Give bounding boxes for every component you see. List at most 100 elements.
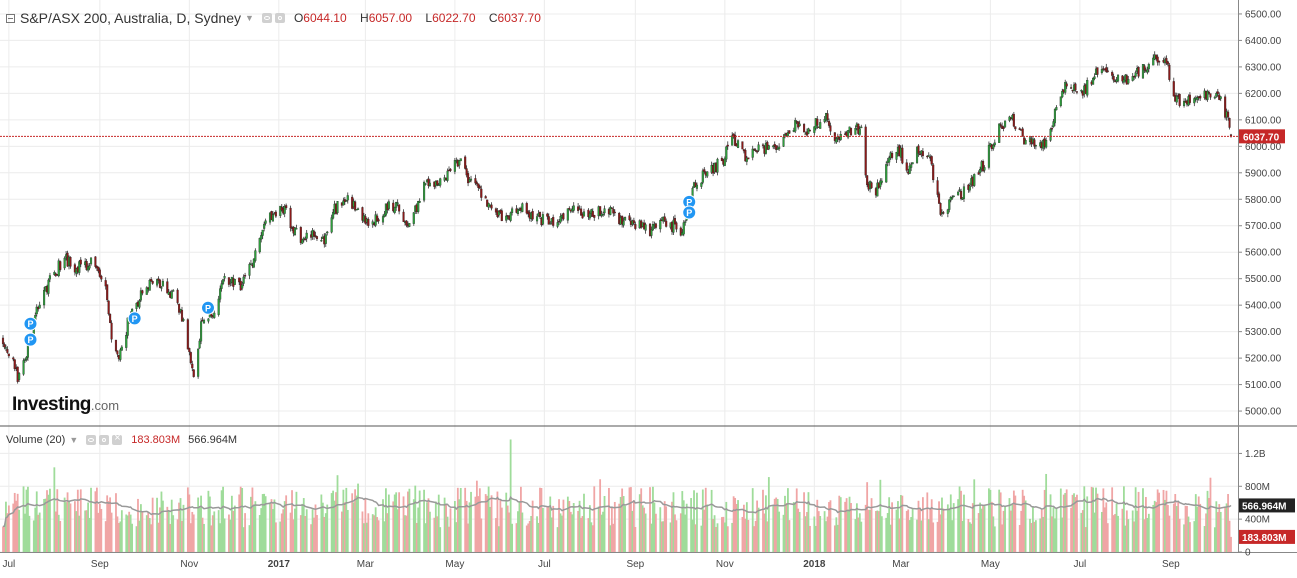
volume-bar xyxy=(233,505,236,552)
candle-down xyxy=(477,183,480,188)
candle-down xyxy=(930,156,933,165)
candle-down xyxy=(304,238,307,241)
volume-bar xyxy=(1106,523,1109,552)
volume-bar xyxy=(487,486,490,552)
volume-bar xyxy=(1014,495,1017,552)
volume-bar xyxy=(449,508,452,552)
event-marker[interactable]: P xyxy=(23,316,38,331)
volume-bar xyxy=(662,521,665,552)
volume-bar xyxy=(833,525,836,552)
volume-bar xyxy=(970,523,973,552)
volume-bar xyxy=(630,487,632,552)
volume-bar xyxy=(1152,504,1155,552)
time-tick-label: Nov xyxy=(180,559,198,570)
event-marker[interactable]: P xyxy=(682,205,697,220)
price-tick-label: 5700.00 xyxy=(1245,221,1282,232)
volume-bar xyxy=(1175,506,1178,552)
volume-bar xyxy=(402,496,405,552)
candle-up xyxy=(252,258,255,268)
close-icon[interactable] xyxy=(112,432,123,445)
candle-up xyxy=(223,276,226,279)
volume-bar xyxy=(148,518,151,552)
candle-down xyxy=(977,172,980,175)
candle-up xyxy=(408,223,411,227)
volume-bar xyxy=(170,499,173,552)
candle-down xyxy=(591,211,594,217)
volume-bar xyxy=(365,522,368,552)
volume-bar xyxy=(1049,494,1052,552)
volume-bar xyxy=(1208,497,1210,552)
volume-bar xyxy=(1115,503,1118,552)
volume-bar xyxy=(898,518,901,552)
volume-bar xyxy=(76,489,79,552)
volume-bar xyxy=(1095,487,1097,552)
chevron-down-icon[interactable]: ▼ xyxy=(245,13,254,23)
volume-bar xyxy=(285,495,288,552)
volume-bar xyxy=(258,515,261,552)
volume-bar xyxy=(1103,507,1106,552)
candle-up xyxy=(263,223,266,229)
volume-bar xyxy=(971,503,974,552)
volume-bar xyxy=(1071,494,1074,552)
volume-bar xyxy=(776,498,779,552)
volume-bar xyxy=(1216,512,1219,552)
volume-bar xyxy=(920,520,923,552)
volume-bar xyxy=(823,511,826,552)
volume-bar xyxy=(385,488,387,552)
candle-down xyxy=(188,348,191,353)
high-value: 6057.00 xyxy=(368,11,413,25)
gear-icon[interactable] xyxy=(274,13,285,23)
volume-bar xyxy=(239,486,242,552)
event-marker[interactable]: P xyxy=(23,332,38,347)
volume-bar xyxy=(527,523,530,552)
time-tick-label: May xyxy=(445,559,464,570)
event-marker[interactable]: P xyxy=(682,194,697,209)
volume-bar xyxy=(762,489,764,552)
volume-bar xyxy=(254,501,257,552)
volume-bar xyxy=(826,516,829,552)
volume-bar xyxy=(1183,524,1185,552)
chevron-down-icon[interactable]: ▼ xyxy=(69,435,79,445)
volume-bar xyxy=(732,496,735,552)
volume-bar xyxy=(517,511,519,552)
volume-bar xyxy=(59,520,62,552)
candle-up xyxy=(535,216,539,222)
volume-bar xyxy=(546,507,549,552)
volume-bar xyxy=(280,513,283,552)
event-marker[interactable]: P xyxy=(127,311,142,326)
volume-bar xyxy=(1024,500,1027,552)
volume-bar xyxy=(314,504,317,552)
candle-up xyxy=(835,138,838,143)
eye-icon[interactable] xyxy=(261,13,272,23)
candle-down xyxy=(464,156,467,169)
candle-up xyxy=(1127,79,1130,84)
volume-bar xyxy=(345,487,348,552)
eye-icon[interactable] xyxy=(86,435,97,445)
volume-bar xyxy=(63,497,66,552)
volume-bar xyxy=(294,508,296,552)
volume-bar xyxy=(857,517,860,552)
volume-bar xyxy=(583,493,585,552)
volume-bar xyxy=(921,497,924,552)
volume-bar xyxy=(426,502,428,552)
candle-down xyxy=(274,211,277,217)
volume-bar xyxy=(713,515,716,552)
event-marker[interactable]: P xyxy=(200,300,215,315)
volume-bar xyxy=(100,508,103,552)
volume-bar xyxy=(189,523,192,552)
volume-bar xyxy=(569,511,572,552)
candle-up xyxy=(25,356,28,360)
volume-bar xyxy=(1086,496,1089,552)
gear-icon[interactable] xyxy=(99,435,110,445)
volume-bar xyxy=(745,502,748,552)
candle-up xyxy=(261,229,264,236)
volume-bar xyxy=(478,488,481,552)
candle-up xyxy=(682,222,685,235)
collapse-icon[interactable] xyxy=(6,13,15,23)
volume-bar xyxy=(343,502,346,552)
candle-up xyxy=(1219,96,1222,99)
volume-bar xyxy=(836,524,839,552)
candle-up xyxy=(948,199,951,210)
